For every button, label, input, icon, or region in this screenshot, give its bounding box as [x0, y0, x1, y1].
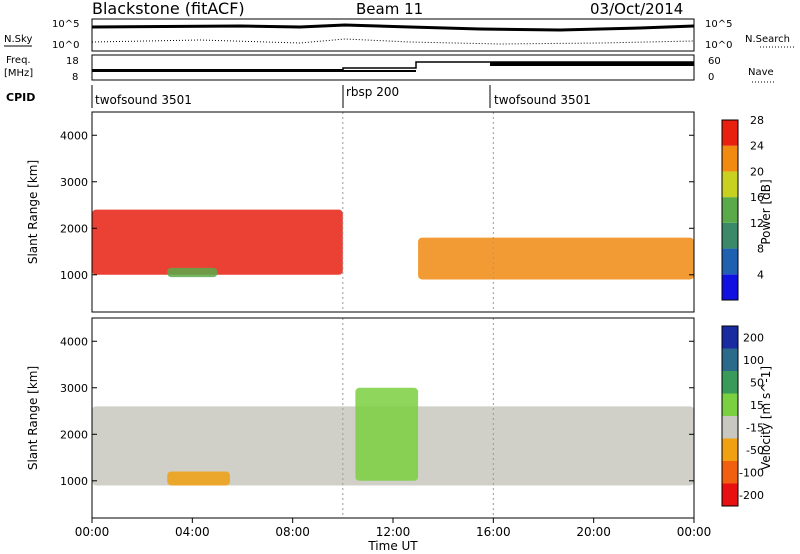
x-tick-label: 20:00: [576, 525, 611, 539]
colorbar-tick-label: 28: [750, 114, 764, 127]
colorbar-tick-label: 20: [750, 165, 764, 178]
echo-patch-2: [167, 267, 218, 278]
colorbar-swatch: [722, 326, 738, 349]
y-tick-label: 1000: [60, 269, 88, 282]
power-y-axis-label: Slant Range [km]: [26, 160, 40, 264]
colorbar-tick-label: 16: [750, 191, 764, 204]
date-title: 03/Oct/2014: [590, 0, 683, 18]
echo-patch-3: [355, 387, 419, 481]
colorbar-tick-label: 12: [750, 217, 764, 230]
colorbar-tick-label: -50: [746, 444, 764, 457]
power-heatmap: 1000 2000 3000 4000 Slant Range [km] Power …: [26, 111, 773, 313]
freq-tick-low: 8: [72, 72, 78, 83]
colorbar-tick-label: -15: [746, 421, 764, 434]
colorbar-frame: [721, 325, 739, 507]
colorbar-swatch: [722, 222, 738, 249]
nsearch-trace: [91, 38, 695, 45]
x-axis-label: Time UT: [367, 539, 418, 553]
velocity-y-axis-label: Slant Range [km]: [26, 366, 40, 470]
colorbar-swatch: [722, 371, 738, 394]
y-tick-label: 4000: [60, 335, 88, 348]
nave-trace-b: [343, 70, 416, 72]
echo-patch-2: [167, 471, 230, 486]
nave-trace-a: [92, 69, 343, 72]
cpid-segment-3: twofsound 3501: [494, 93, 591, 107]
nave-trace-c: [490, 62, 694, 66]
velocity-colorbar-label: Velocity [m s^-1]: [759, 366, 773, 470]
nsearch-tick-low: 10^0: [705, 40, 732, 51]
colorbar-swatch: [722, 248, 738, 275]
colorbar-swatch: [722, 416, 738, 439]
colorbar-tick-label: 4: [757, 268, 764, 281]
y-tick-label: 2000: [60, 222, 88, 235]
colorbar-swatch: [722, 393, 738, 416]
colorbar-swatch: [722, 348, 738, 371]
freq-label-line1: Freq.: [6, 55, 31, 66]
power-frame: [91, 111, 695, 313]
colorbar-tick-label: 100: [743, 354, 764, 367]
x-tick-label: 12:00: [376, 525, 411, 539]
colorbar-tick-label: -200: [739, 489, 764, 502]
colorbar-swatch: [722, 483, 738, 506]
x-tick-label: 00:00: [677, 525, 712, 539]
velocity-heatmap: 1000 2000 3000 4000 Slant Range [km] Veloci…: [26, 317, 773, 519]
colorbar-swatch: [722, 145, 738, 172]
colorbar-tick-label: 24: [750, 140, 764, 153]
x-tick-label: 04:00: [175, 525, 210, 539]
colorbar-frame: [721, 119, 739, 301]
colorbar-tick-label: -100: [739, 466, 764, 479]
x-tick-label: 08:00: [275, 525, 310, 539]
colorbar-swatch: [722, 438, 738, 461]
nsky-trace: [91, 23, 695, 32]
nsearch-label: N.Search: [745, 34, 790, 45]
y-tick-label: 3000: [60, 382, 88, 395]
x-tick-label: 16:00: [476, 525, 511, 539]
colorbar-swatch: [722, 171, 738, 198]
colorbar-swatch: [722, 120, 738, 146]
y-tick-label: 1000: [60, 475, 88, 488]
beam-title: Beam 11: [356, 0, 423, 18]
colorbar-swatch: [722, 461, 738, 484]
power-colorbar-label: Power [dB]: [759, 179, 773, 244]
freq-panel-frame: [91, 54, 695, 81]
cpid-segment-2: rbsp 200: [346, 85, 399, 99]
freq-label-line2: [MHz]: [4, 68, 33, 79]
colorbar-swatch: [722, 197, 738, 223]
nsky-panel-frame: [91, 18, 695, 52]
colorbar-tick-label: 200: [743, 331, 764, 344]
colorbar-tick-label: 15: [750, 399, 764, 412]
nave-tick-low: 0: [708, 72, 714, 83]
nsky-tick-low: 10^0: [52, 40, 79, 51]
y-tick-label: 2000: [60, 428, 88, 441]
y-tick-label: 4000: [60, 129, 88, 142]
nave-tick-high: 60: [708, 56, 721, 67]
cpid-label: CPID: [6, 91, 35, 104]
colorbar-tick-label: 8: [757, 243, 764, 256]
y-tick-label: 3000: [60, 176, 88, 189]
echo-band-1: [92, 209, 343, 275]
cpid-segment-1: twofsound 3501: [95, 93, 192, 107]
colorbar-tick-label: 50: [750, 376, 764, 389]
echo-band-3: [418, 237, 694, 280]
nave-label: Nave: [748, 67, 774, 78]
nsearch-tick-high: 10^5: [705, 19, 732, 30]
freq-tick-high: 18: [66, 56, 79, 67]
nsky-tick-high: 10^5: [52, 19, 79, 30]
station-title: Blackstone (fitACF): [92, 0, 245, 18]
nsky-label: N.Sky: [4, 34, 32, 45]
colorbar-swatch: [722, 274, 738, 300]
x-tick-label: 00:00: [75, 525, 110, 539]
